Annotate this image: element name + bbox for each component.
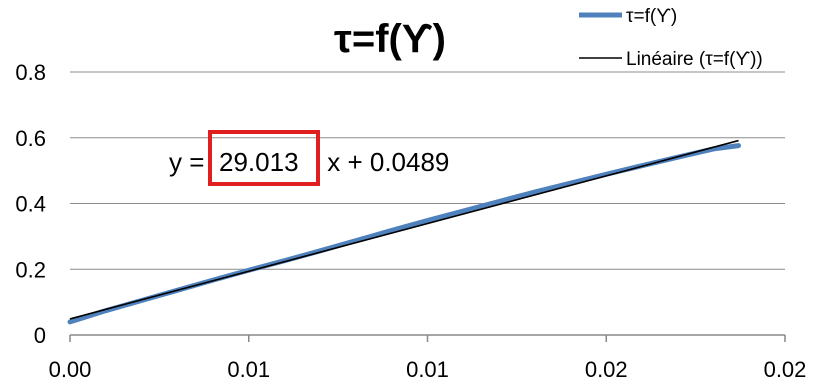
gridlines xyxy=(70,71,785,270)
trendline-layer xyxy=(69,139,739,320)
trendline xyxy=(69,139,739,320)
x-tick-label: 0.01 xyxy=(406,357,449,382)
equation-annotation: y = 29.013 x + 0.0489 xyxy=(169,130,449,186)
y-tick-labels: 0 0.2 0.4 0.6 0.8 xyxy=(15,60,46,348)
x-tick-label: 0.02 xyxy=(585,357,628,382)
slope-highlight-box xyxy=(208,130,320,186)
x-tick-labels: 0.00 0.01 0.01 0.02 0.02 xyxy=(49,335,807,382)
x-tick-label: 0.01 xyxy=(227,357,270,382)
equation-suffix: x + 0.0489 xyxy=(320,147,449,177)
legend-label-trendline: Linéaire (τ=f(ϒ)) xyxy=(626,49,763,70)
equation-slope: 29.013 xyxy=(219,147,299,177)
y-tick-label: 0.4 xyxy=(15,192,46,217)
x-tick-label: 0.02 xyxy=(764,357,807,382)
y-tick-label: 0.8 xyxy=(15,60,46,85)
y-tick-label: 0.6 xyxy=(15,126,46,151)
chart-title: τ=f(ϒ) xyxy=(334,17,446,61)
equation-prefix: y = xyxy=(169,147,212,177)
y-tick-label: 0.2 xyxy=(15,257,46,282)
legend-label-series: τ=f(ϒ) xyxy=(626,6,677,27)
x-tick-label: 0.00 xyxy=(49,357,92,382)
y-tick-label: 0 xyxy=(34,323,46,348)
legend: τ=f(ϒ) Linéaire (τ=f(ϒ)) xyxy=(579,6,763,70)
